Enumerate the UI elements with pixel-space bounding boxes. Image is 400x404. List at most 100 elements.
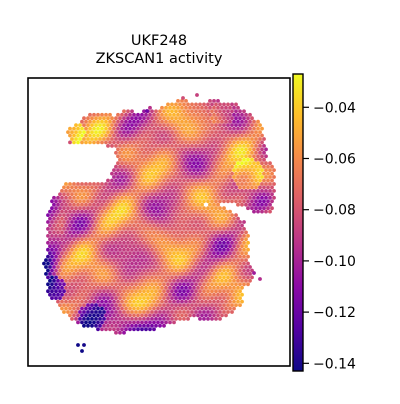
spot — [194, 213, 198, 218]
spot — [136, 327, 140, 332]
spot — [142, 303, 146, 307]
spot — [136, 216, 140, 221]
spot — [210, 199, 214, 204]
spot — [92, 216, 96, 221]
spot — [170, 171, 174, 176]
spot — [118, 296, 122, 300]
spot — [146, 199, 150, 204]
spot — [164, 230, 168, 235]
spot — [160, 313, 164, 318]
spot — [222, 268, 226, 273]
spot — [216, 168, 220, 173]
spot — [160, 320, 164, 325]
spot — [184, 265, 188, 269]
spot — [244, 161, 248, 166]
spot — [202, 268, 206, 273]
spot — [228, 306, 232, 311]
spot — [210, 247, 214, 252]
spot — [70, 240, 74, 245]
spot — [222, 178, 226, 183]
spot — [180, 251, 184, 256]
spot — [146, 192, 150, 197]
colorbar-gradient — [293, 74, 303, 371]
spot — [208, 119, 212, 124]
spot — [230, 144, 234, 148]
spot — [66, 199, 70, 204]
spot — [160, 306, 164, 311]
spot — [184, 285, 188, 290]
spot — [150, 275, 154, 280]
spot — [212, 285, 216, 290]
spot — [106, 296, 110, 300]
spot — [172, 265, 176, 269]
spot — [56, 285, 60, 290]
spot — [160, 168, 164, 173]
spot — [100, 272, 104, 276]
spot — [124, 147, 128, 152]
spot — [172, 175, 176, 179]
spot — [110, 116, 114, 121]
spot — [178, 185, 182, 190]
spot — [206, 268, 210, 273]
spot — [86, 185, 90, 190]
spot — [222, 109, 226, 114]
spot — [154, 150, 158, 155]
spot — [190, 268, 194, 273]
spot — [142, 227, 146, 231]
spot — [106, 240, 110, 245]
spot — [148, 230, 152, 235]
spot — [194, 289, 198, 294]
spot — [54, 254, 58, 259]
spot — [148, 285, 152, 290]
spot — [98, 240, 102, 245]
spot — [260, 202, 264, 207]
spot — [230, 240, 234, 245]
spot — [116, 168, 120, 173]
spot — [86, 289, 90, 294]
spot — [220, 119, 224, 124]
spot — [188, 272, 192, 276]
spot — [218, 144, 222, 148]
spot — [108, 306, 112, 311]
spot — [160, 133, 164, 138]
spot — [180, 209, 184, 214]
spot — [166, 116, 170, 121]
spot — [146, 254, 150, 259]
spot — [164, 168, 168, 173]
spot — [124, 209, 128, 214]
spot — [142, 137, 146, 141]
spot — [238, 144, 242, 148]
spot — [212, 216, 216, 221]
spot — [138, 317, 142, 321]
spot — [82, 227, 86, 231]
spot — [60, 244, 64, 249]
spot — [206, 261, 210, 266]
spot — [98, 289, 102, 294]
spot — [194, 185, 198, 190]
spot — [176, 244, 180, 249]
spot — [192, 306, 196, 311]
spot — [108, 327, 112, 332]
spot — [232, 147, 236, 152]
spot — [148, 202, 152, 207]
spot — [118, 303, 122, 307]
spot — [216, 119, 220, 124]
spot — [222, 213, 226, 218]
spot — [152, 258, 156, 262]
spot — [178, 206, 182, 211]
spot — [134, 213, 138, 218]
spot — [204, 313, 208, 318]
spot — [244, 272, 248, 276]
spot — [152, 195, 156, 200]
spatial-spots-layer — [42, 93, 276, 353]
spot — [64, 223, 68, 228]
spot — [158, 282, 162, 287]
spot — [256, 126, 260, 131]
spot — [156, 133, 160, 138]
spot — [156, 313, 160, 318]
spot — [148, 244, 152, 249]
spot — [224, 258, 228, 262]
spot — [140, 216, 144, 221]
spot — [128, 189, 132, 193]
spot — [238, 261, 242, 266]
